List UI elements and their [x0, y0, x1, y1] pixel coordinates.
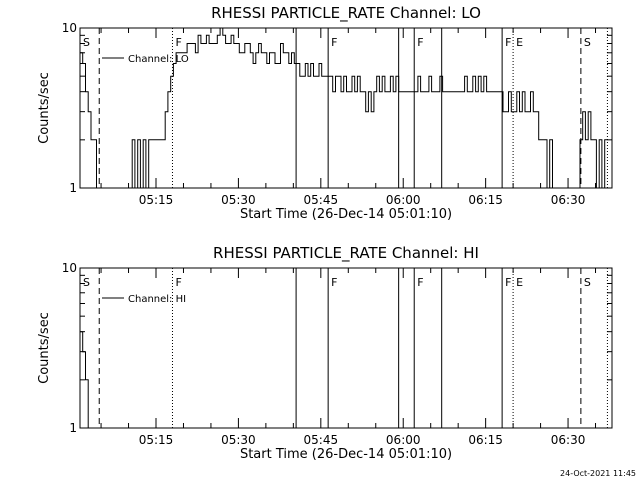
- plot-frame: [79, 267, 613, 429]
- x-tick-label: 06:30: [551, 433, 586, 447]
- flag-label: S: [584, 276, 591, 289]
- flag-label: F: [417, 36, 423, 49]
- y-axis-label: Counts/sec: [37, 312, 52, 384]
- x-tick-label: 05:45: [304, 433, 339, 447]
- timestamp-label: 24-Oct-2021 11:45: [560, 469, 636, 478]
- chart-title: RHESSI PARTICLE_RATE Channel: HI: [213, 244, 479, 263]
- x-tick-label: 06:00: [386, 433, 421, 447]
- flag-label: S: [83, 276, 90, 289]
- plot-frame: [79, 27, 613, 189]
- series-line: [80, 27, 608, 189]
- x-tick-label: 05:45: [304, 193, 339, 207]
- x-tick-label: 05:15: [139, 193, 174, 207]
- flag-label: F: [331, 36, 337, 49]
- x-tick-label: 06:15: [468, 193, 503, 207]
- legend-label: Channel: LO: [128, 54, 189, 65]
- panel-2: RHESSI PARTICLE_RATE Channel: HI 1 10 Count…: [37, 244, 613, 462]
- y-axis-label: Counts/sec: [37, 72, 52, 144]
- flag-label: E: [516, 36, 523, 49]
- x-tick-label: 06:00: [386, 193, 421, 207]
- y-tick-label: 10: [62, 21, 77, 35]
- x-tick-label: 06:15: [468, 433, 503, 447]
- flag-label: F: [331, 276, 337, 289]
- x-tick-label: 05:15: [139, 433, 174, 447]
- y-tick-label: 10: [62, 261, 77, 275]
- legend-label: Channel: HI: [128, 294, 186, 305]
- chart-title: RHESSI PARTICLE_RATE Channel: LO: [211, 4, 481, 23]
- y-tick-label: 1: [69, 181, 77, 195]
- x-tick-label: 06:30: [551, 193, 586, 207]
- flag-label: E: [516, 276, 523, 289]
- x-tick-label: 05:30: [221, 433, 256, 447]
- flag-label: F: [505, 36, 511, 49]
- x-axis-label: Start Time (26-Dec-14 05:01:10): [240, 207, 452, 222]
- flag-label: F: [175, 36, 181, 49]
- flag-label: S: [83, 36, 90, 49]
- panel-1: RHESSI PARTICLE_RATE Channel: LO 1 10 Count…: [37, 4, 613, 222]
- series-line: [80, 331, 91, 429]
- flag-label: F: [505, 276, 511, 289]
- x-tick-label: 05:30: [221, 193, 256, 207]
- flag-label: F: [175, 276, 181, 289]
- x-axis-label: Start Time (26-Dec-14 05:01:10): [240, 447, 452, 462]
- flag-label: F: [417, 276, 423, 289]
- flag-label: S: [584, 36, 591, 49]
- y-tick-label: 1: [69, 421, 77, 435]
